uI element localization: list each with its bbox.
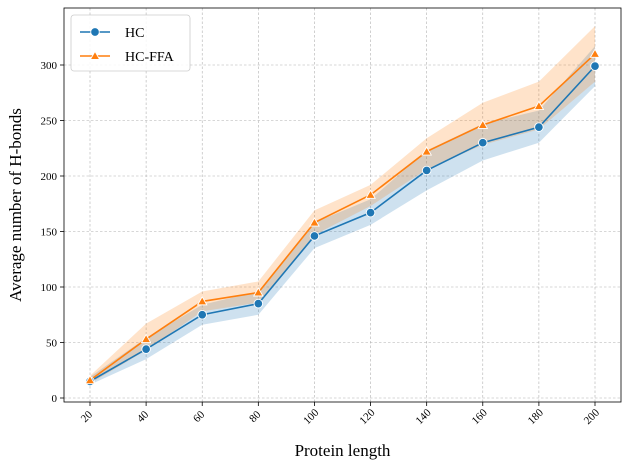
legend-marker-hc [90,27,100,37]
x-tick-label: 60 [191,408,208,425]
data-point-hc-ffa [589,48,601,58]
y-axis-ticks: 0 50 100 150 200 250 300 [41,60,64,405]
y-tick-label: 250 [41,116,58,128]
x-tick-label: 160 [470,406,491,427]
data-point-hc-ffa [252,287,264,297]
legend: HC HC-FFA [70,14,191,72]
data-point-hc [421,165,432,176]
x-tick-label: 100 [301,406,322,427]
series-markers [84,48,601,387]
data-point-hc [197,310,207,320]
x-tick-label: 140 [413,406,434,427]
data-point-hc [253,298,264,309]
legend-marker-hc-ffa [89,50,101,60]
confidence-bands [90,26,595,385]
data-point-hc-ffa [140,333,152,344]
data-point-hc [365,207,376,218]
data-point-hc-ffa [196,295,208,306]
series-lines [89,53,596,383]
data-point-hc [478,137,488,148]
data-point-hc [534,122,544,132]
y-tick-label: 300 [41,60,58,72]
plot-frame [63,7,622,403]
data-point-hc-ffa [365,189,376,199]
x-tick-label: 180 [526,406,547,427]
x-tick-label: 80 [247,408,264,425]
grid [64,8,621,402]
legend-entry-label: HC-FFA [125,50,175,65]
data-point-hc [590,61,600,71]
data-point-hc-ffa [477,119,489,129]
x-tick-label: 200 [582,406,603,427]
line-hc [89,65,596,383]
x-axis-ticks: 20 40 60 80 100 120 140 160 180 200 [79,402,603,427]
y-tick-label: 150 [41,227,58,239]
data-point-hc-ffa [84,374,96,385]
x-axis-label: Protein length [295,441,391,460]
y-tick-label: 100 [41,282,58,294]
x-tick-label: 120 [357,406,378,427]
line-hc-ffa [89,53,596,381]
y-tick-label: 50 [46,338,58,350]
x-tick-label: 40 [135,408,152,425]
x-tick-label: 20 [79,408,96,425]
legend-entry-label: HC [125,26,144,41]
y-tick-label: 0 [52,393,58,405]
data-point-hc-ffa [421,146,433,156]
data-point-hc-ffa [309,217,320,227]
y-tick-label: 200 [41,171,58,183]
data-point-hc [309,231,320,241]
y-axis-label: Average number of H-bonds [6,108,25,302]
data-point-hc [141,344,151,354]
data-point-hc-ffa [533,100,545,110]
band-hc-ffa [90,26,595,384]
legend-box [70,14,191,72]
